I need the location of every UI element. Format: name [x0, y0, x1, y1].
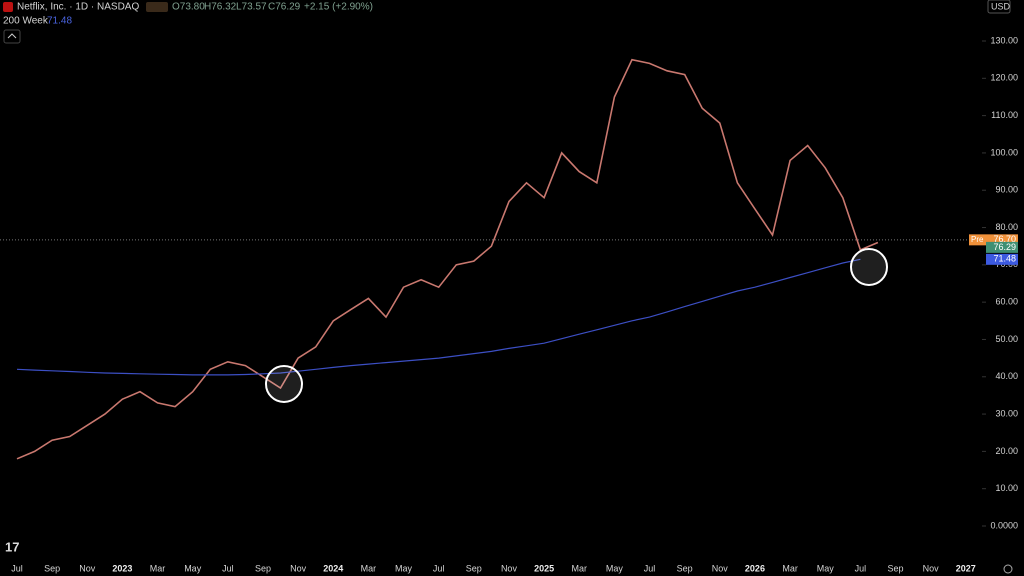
- x-tick-label: 2024: [323, 563, 343, 573]
- symbol: Netflix, Inc. · 1D · NASDAQ: [17, 2, 139, 13]
- y-tick-label: 30.00: [995, 408, 1018, 418]
- x-tick-label: Nov: [712, 563, 729, 573]
- logo: [3, 2, 13, 12]
- price-label: 76.70: [993, 234, 1016, 244]
- price-tag: Pre: [971, 235, 984, 244]
- y-tick-label: 20.00: [995, 446, 1018, 456]
- x-tick-label: Jul: [222, 563, 234, 573]
- x-tick-label: Sep: [255, 563, 271, 573]
- x-tick-label: Sep: [466, 563, 482, 573]
- x-tick-label: Mar: [782, 563, 798, 573]
- indicator[interactable]: 200 Week: [3, 16, 49, 27]
- highlight-circle: [265, 365, 303, 403]
- x-tick-label: Mar: [361, 563, 377, 573]
- x-tick-label: Nov: [923, 563, 940, 573]
- high: H76.32: [204, 2, 237, 13]
- x-tick-label: May: [606, 563, 624, 573]
- change: +2.15 (+2.90%): [304, 2, 373, 13]
- y-tick-label: 60.00: [995, 297, 1018, 307]
- y-tick-label: 0.0000: [990, 520, 1018, 530]
- x-tick-label: Sep: [887, 563, 903, 573]
- x-tick-label: Mar: [150, 563, 166, 573]
- x-tick-label: Nov: [290, 563, 307, 573]
- y-tick-label: 40.00: [995, 371, 1018, 381]
- x-tick-label: 2026: [745, 563, 765, 573]
- currency-button[interactable]: [987, 0, 1011, 14]
- x-tick-label: Sep: [44, 563, 60, 573]
- x-tick-label: Jul: [855, 563, 867, 573]
- settings-icon[interactable]: [1003, 564, 1013, 574]
- x-tick-label: May: [184, 563, 202, 573]
- price-label: 71.48: [993, 254, 1016, 264]
- y-tick-label: 50.00: [995, 334, 1018, 344]
- x-tick-label: Jul: [644, 563, 656, 573]
- x-tick-label: Sep: [677, 563, 693, 573]
- highlight-circle: [850, 248, 888, 286]
- tv-logo[interactable]: 17: [5, 539, 19, 554]
- y-tick-label: 120.00: [990, 73, 1018, 83]
- price-label: 76.29: [993, 242, 1016, 252]
- x-tick-label: May: [395, 563, 413, 573]
- x-tick-label: 2023: [112, 563, 132, 573]
- price-label-bg: [986, 234, 1018, 246]
- x-tick-label: Mar: [571, 563, 587, 573]
- x-tick-label: Nov: [501, 563, 518, 573]
- price-label-bg: [986, 253, 1018, 265]
- y-tick-label: 90.00: [995, 185, 1018, 195]
- x-tick-label: Jul: [11, 563, 23, 573]
- low: L73.57: [236, 2, 267, 13]
- y-tick-label: 100.00: [990, 147, 1018, 157]
- y-tick-label: 80.00: [995, 222, 1018, 232]
- price-tag-bg: [969, 234, 986, 246]
- ma-line: [16, 258, 861, 376]
- x-tick-label: 2025: [534, 563, 554, 573]
- y-tick-label: 10.00: [995, 483, 1018, 493]
- y-tick-label: 110.00: [991, 110, 1018, 120]
- collapse-button[interactable]: [3, 29, 21, 44]
- price-line: [16, 58, 879, 460]
- x-tick-label: 2027: [956, 563, 976, 573]
- close: C76.29: [268, 2, 301, 13]
- y-tick-label: 130.00: [990, 35, 1018, 45]
- open: O73.80: [172, 2, 205, 13]
- currency: USD: [991, 1, 1011, 11]
- flag[interactable]: [146, 2, 168, 12]
- price-label-bg: [986, 241, 1018, 253]
- x-tick-label: May: [817, 563, 835, 573]
- indicator-value: 71.48: [47, 16, 72, 27]
- collapse-icon: [7, 33, 17, 39]
- x-tick-label: Jul: [433, 563, 445, 573]
- x-tick-label: Nov: [79, 563, 96, 573]
